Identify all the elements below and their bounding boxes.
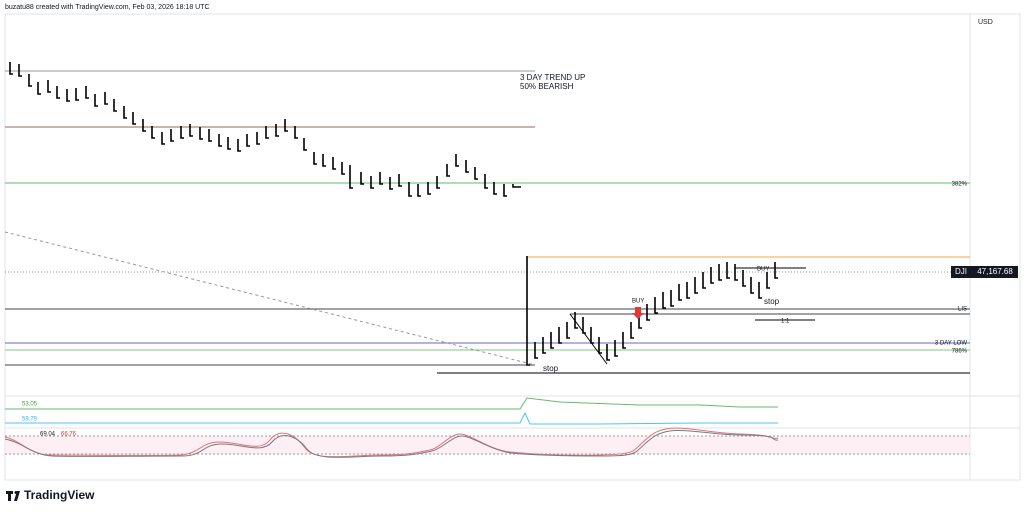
annotation: 3 DAY TREND UP (520, 73, 585, 82)
annotation: BUY (757, 267, 769, 273)
annotation: 50% BEARISH (520, 82, 574, 91)
indicator-line (5, 411, 778, 425)
annotation: 1:1 (781, 319, 790, 325)
currency: USD (978, 19, 993, 26)
oscillator-value: 66.76 (61, 432, 77, 438)
price-bars (9, 62, 778, 366)
frame (4, 13, 1021, 481)
buy-arrow (632, 307, 644, 319)
oscillator-line (4, 427, 779, 458)
level-label: 382% (952, 182, 968, 188)
price-tag (972, 266, 1018, 278)
attribution: buzatu88 created with TradingView.com, F… (5, 4, 210, 11)
annotation: BUY (632, 299, 644, 305)
annotation: stop (764, 297, 780, 306)
oscillator-value: 69.04 (40, 432, 56, 438)
level-label: 3 DAY LOW (935, 341, 967, 347)
symbol-tag (951, 266, 972, 278)
brand: TradingView (24, 488, 95, 502)
indicator-line (5, 397, 778, 410)
level-label: LIS (958, 307, 967, 313)
trend-line (4, 231, 536, 366)
oscillator-line (4, 429, 779, 458)
level-label: 786% (952, 349, 968, 355)
indicator-value: 53.05 (22, 402, 38, 408)
swing-line (569, 313, 608, 365)
brand-logo-dot (14, 491, 18, 494)
price: 47,167.68 (977, 267, 1013, 276)
symbol: DJI (955, 267, 967, 276)
annotation: stop (543, 364, 559, 373)
indicator-value: 59.79 (22, 417, 38, 423)
